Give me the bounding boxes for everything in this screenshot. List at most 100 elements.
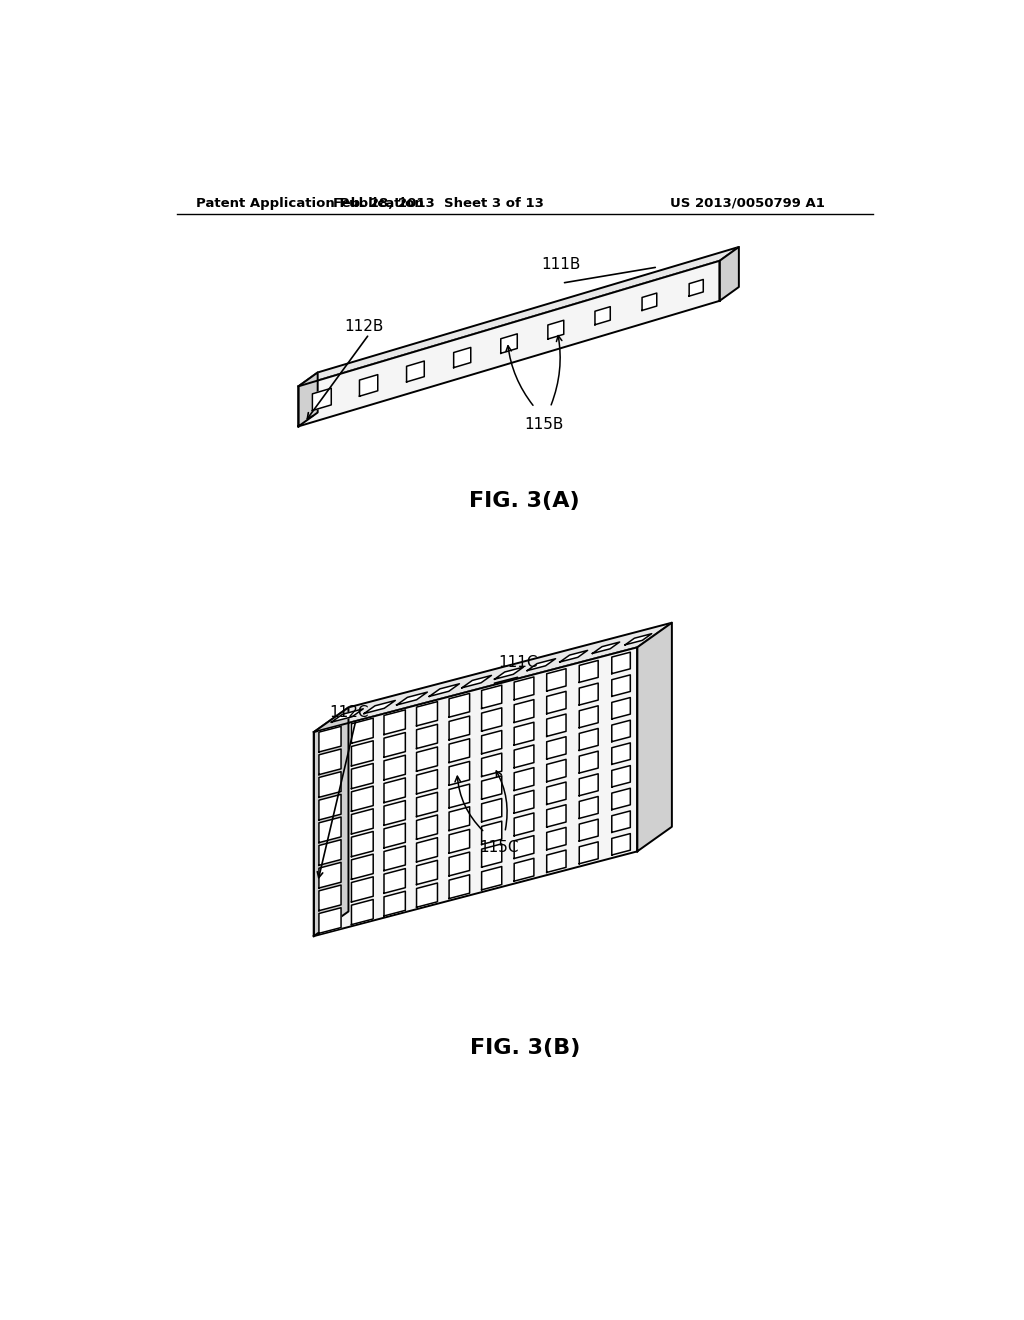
Polygon shape: [318, 908, 341, 933]
Polygon shape: [580, 796, 598, 818]
Polygon shape: [417, 883, 437, 907]
Polygon shape: [611, 652, 631, 673]
Polygon shape: [417, 725, 437, 748]
Polygon shape: [514, 722, 534, 744]
Polygon shape: [611, 697, 631, 719]
Polygon shape: [560, 651, 588, 663]
Polygon shape: [450, 829, 470, 853]
Polygon shape: [501, 334, 517, 354]
Polygon shape: [611, 675, 631, 697]
Polygon shape: [611, 810, 631, 833]
Polygon shape: [481, 776, 502, 799]
Polygon shape: [514, 744, 534, 768]
Polygon shape: [313, 647, 637, 936]
Polygon shape: [547, 781, 566, 804]
Polygon shape: [429, 684, 460, 697]
Polygon shape: [417, 770, 437, 793]
Polygon shape: [417, 814, 437, 840]
Polygon shape: [580, 820, 598, 841]
Polygon shape: [417, 747, 437, 771]
Text: FIG. 3(A): FIG. 3(A): [469, 491, 581, 511]
Polygon shape: [318, 795, 341, 820]
Polygon shape: [547, 828, 566, 850]
Polygon shape: [720, 247, 739, 301]
Polygon shape: [547, 805, 566, 828]
Text: US 2013/0050799 A1: US 2013/0050799 A1: [670, 197, 824, 210]
Polygon shape: [384, 710, 406, 734]
Polygon shape: [384, 869, 406, 894]
Polygon shape: [548, 321, 564, 339]
Polygon shape: [384, 733, 406, 758]
Polygon shape: [318, 862, 341, 888]
Polygon shape: [611, 833, 631, 855]
Polygon shape: [595, 306, 610, 325]
Polygon shape: [417, 702, 437, 726]
Polygon shape: [580, 684, 598, 705]
Polygon shape: [318, 817, 341, 842]
Polygon shape: [514, 791, 534, 813]
Polygon shape: [547, 759, 566, 781]
Polygon shape: [593, 642, 620, 653]
Polygon shape: [454, 347, 471, 368]
Polygon shape: [384, 824, 406, 847]
Polygon shape: [580, 660, 598, 682]
Polygon shape: [359, 375, 378, 396]
Polygon shape: [611, 766, 631, 787]
Polygon shape: [318, 748, 341, 775]
Polygon shape: [689, 280, 703, 296]
Polygon shape: [384, 891, 406, 916]
Polygon shape: [481, 730, 502, 754]
Polygon shape: [351, 787, 373, 812]
Polygon shape: [313, 708, 348, 936]
Polygon shape: [364, 701, 395, 714]
Polygon shape: [547, 692, 566, 714]
Polygon shape: [481, 821, 502, 845]
Polygon shape: [495, 667, 523, 680]
Polygon shape: [580, 842, 598, 863]
Text: 115C: 115C: [479, 841, 518, 855]
Polygon shape: [514, 858, 534, 882]
Polygon shape: [450, 853, 470, 876]
Text: Feb. 28, 2013  Sheet 3 of 13: Feb. 28, 2013 Sheet 3 of 13: [333, 197, 544, 210]
Polygon shape: [384, 755, 406, 780]
Polygon shape: [450, 762, 470, 785]
Polygon shape: [318, 772, 341, 797]
Polygon shape: [417, 838, 437, 862]
Polygon shape: [527, 659, 556, 671]
Polygon shape: [481, 685, 502, 709]
Polygon shape: [580, 729, 598, 750]
Polygon shape: [318, 840, 341, 866]
Polygon shape: [547, 714, 566, 737]
Polygon shape: [384, 800, 406, 825]
Text: 111B: 111B: [542, 257, 581, 272]
Polygon shape: [450, 784, 470, 808]
Text: 115B: 115B: [524, 417, 563, 432]
Polygon shape: [514, 768, 534, 791]
Polygon shape: [351, 854, 373, 879]
Text: Patent Application Publication: Patent Application Publication: [196, 197, 424, 210]
Polygon shape: [351, 763, 373, 788]
Polygon shape: [611, 788, 631, 809]
Polygon shape: [514, 813, 534, 836]
Polygon shape: [481, 754, 502, 776]
Text: 112B: 112B: [345, 318, 384, 334]
Polygon shape: [611, 743, 631, 764]
Polygon shape: [351, 741, 373, 766]
Polygon shape: [481, 866, 502, 890]
Polygon shape: [450, 875, 470, 899]
Polygon shape: [580, 706, 598, 727]
Polygon shape: [450, 715, 470, 739]
Polygon shape: [351, 718, 373, 743]
Polygon shape: [481, 708, 502, 731]
Polygon shape: [351, 899, 373, 924]
Polygon shape: [450, 739, 470, 763]
Polygon shape: [298, 247, 739, 387]
Polygon shape: [637, 623, 672, 851]
Text: FIG. 3(B): FIG. 3(B): [470, 1038, 580, 1057]
Polygon shape: [514, 700, 534, 722]
Polygon shape: [450, 693, 470, 717]
Polygon shape: [318, 884, 341, 911]
Polygon shape: [351, 876, 373, 902]
Polygon shape: [417, 792, 437, 817]
Polygon shape: [547, 737, 566, 759]
